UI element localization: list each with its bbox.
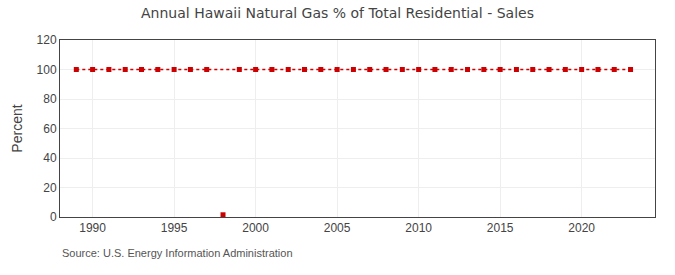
svg-text:2005: 2005: [324, 221, 351, 235]
svg-text:120: 120: [37, 33, 57, 47]
svg-text:60: 60: [43, 122, 57, 136]
svg-text:0: 0: [50, 210, 57, 224]
svg-text:1990: 1990: [79, 221, 106, 235]
svg-text:2015: 2015: [487, 221, 514, 235]
svg-text:100: 100: [37, 63, 57, 77]
svg-text:Source: U.S. Energy Informatio: Source: U.S. Energy Information Administ…: [62, 247, 293, 259]
svg-text:2020: 2020: [568, 221, 595, 235]
svg-text:2000: 2000: [242, 221, 269, 235]
svg-text:1995: 1995: [161, 221, 188, 235]
svg-text:80: 80: [43, 92, 57, 106]
svg-text:20: 20: [43, 181, 57, 195]
svg-text:Percent: Percent: [9, 104, 25, 152]
svg-text:40: 40: [43, 151, 57, 165]
svg-text:Annual Hawaii Natural Gas % of: Annual Hawaii Natural Gas % of Total Res…: [141, 5, 534, 21]
svg-text:2010: 2010: [405, 221, 432, 235]
